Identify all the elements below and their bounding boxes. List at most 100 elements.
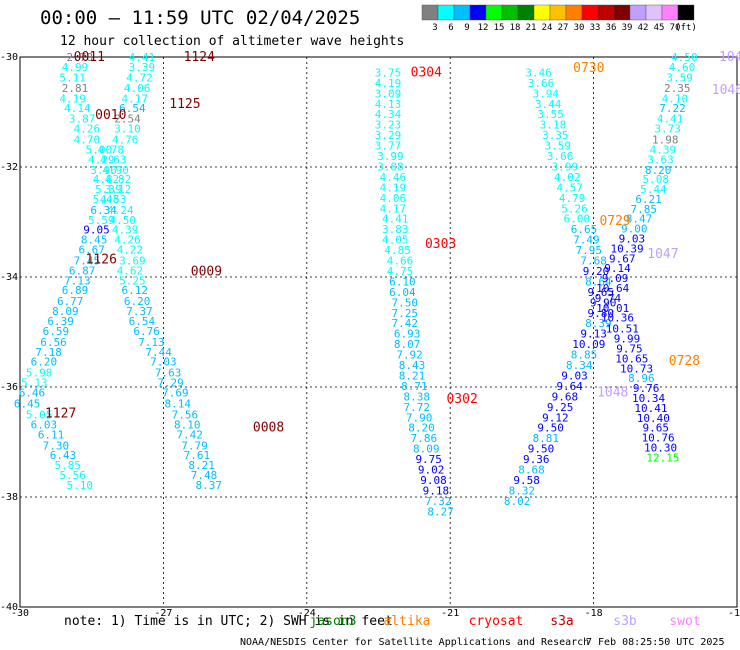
wave-height-value: 5.11 (59, 71, 86, 84)
wave-height-value: 6.65 (571, 223, 598, 236)
wave-height-value: 8.96 (628, 372, 655, 385)
x-tick-label: -27 (154, 608, 172, 619)
wave-height-value: 6.10 (389, 275, 416, 288)
y-tick-label: -38 (0, 492, 18, 503)
wave-height-value: 9.76 (633, 382, 660, 395)
satellite-legend-s3b: s3b (613, 614, 637, 629)
wave-height-value: 7.49 (573, 234, 600, 247)
axis-ticks: -30 -27 -24 -21 -18 -15 -30 -32 -34 -36 -38 -40 (0, 52, 740, 619)
colorbar-tick-label: 24 (542, 23, 553, 33)
colorbar-tick-label: 9 (464, 23, 469, 33)
wave-height-value: 4.29 (88, 153, 115, 166)
wave-height-value: 7.42 (392, 317, 419, 330)
wave-height-value: 6.39 (47, 315, 74, 328)
colorbar-swatch (501, 4, 519, 21)
wave-height-value: 4.60 (669, 61, 696, 74)
wave-height-value: 3.88 (377, 160, 404, 173)
wave-height-value: 8.34 (566, 359, 593, 372)
wave-height-value: 9.05 (83, 224, 110, 237)
wave-height-value: 7.50 (392, 296, 419, 309)
pass-time-label: 0729 (599, 214, 630, 229)
wave-height-value: 8.32 (509, 484, 536, 497)
wave-height-value: 8.21 (188, 459, 215, 472)
colorbar-swatch (453, 4, 471, 21)
wave-height-value: 7.86 (411, 432, 438, 445)
wave-height-value: 6.89 (62, 284, 89, 297)
x-tick-label: -21 (441, 608, 459, 619)
wave-height-value: 5.08 (642, 173, 669, 186)
wave-height-value: 8.14 (164, 398, 191, 411)
wave-height-value: 2.78 (67, 51, 94, 64)
wave-height-value: 9.58 (513, 474, 540, 487)
wave-height-value: 7.29 (157, 377, 184, 390)
wave-height-value: 4.17 (121, 92, 148, 105)
wave-height-value: 3.44 (535, 98, 562, 111)
wave-height-value: 4.66 (387, 255, 414, 268)
wave-height-value: 4.26 (114, 234, 141, 247)
wave-height-value: 8.47 (626, 213, 653, 226)
wave-height-values: 2.784.995.112.814.194.143.874.264.705.00… (14, 51, 698, 518)
x-tick-label: -24 (298, 608, 316, 619)
wave-height-value: 9.02 (418, 464, 445, 477)
wave-height-value: 8.21 (399, 369, 426, 382)
wave-height-value: 9.36 (523, 453, 550, 466)
wave-height-value: 8.20 (645, 164, 672, 177)
colorbar-tick-label: 30 (574, 23, 585, 33)
pass-time-label: 0008 (253, 421, 284, 436)
wave-height-value: 10.30 (644, 442, 677, 455)
colorbar-swatch (613, 4, 631, 21)
pass-time-label: 1047 (647, 247, 678, 262)
wave-height-value: 3.12 (105, 183, 132, 196)
wave-height-value: 7.90 (406, 411, 433, 424)
wave-height-value: 10.65 (615, 352, 648, 365)
wave-height-value: 4.50 (671, 51, 698, 64)
x-tick-label: -18 (585, 608, 603, 619)
wave-height-value: 7.45 (74, 255, 101, 268)
wave-height-value: 4.75 (387, 265, 414, 278)
wave-height-value: 7.69 (162, 387, 189, 400)
wave-height-value: 7.72 (403, 401, 430, 414)
pass-time-label: 1048 (597, 386, 628, 401)
wave-height-value: 4.14 (64, 102, 91, 115)
wave-height-value: 1.98 (652, 134, 679, 147)
wave-height-value: 3.35 (542, 129, 569, 142)
pass-time-label: 0303 (425, 237, 456, 252)
colorbar-swatch (517, 4, 535, 21)
wave-height-value: 5.85 (55, 459, 82, 472)
wave-height-value: 4.78 (98, 143, 125, 156)
satellite-legend-jason3: jason3 (310, 614, 357, 629)
wave-height-value: 3.94 (533, 87, 560, 100)
y-tick-label: -32 (0, 162, 18, 173)
wave-height-value: 10.76 (642, 432, 675, 445)
wave-height-value: 9.03 (561, 369, 588, 382)
wave-height-value: 6.11 (38, 428, 65, 441)
wave-height-value: 5.05 (26, 409, 53, 422)
wave-height-value: 9.99 (614, 333, 641, 346)
wave-height-value: 9.68 (552, 390, 579, 403)
colorbar-tick-label: (ft) (675, 23, 697, 33)
wave-height-value: 3.66 (528, 77, 555, 90)
wave-height-value: 4.19 (380, 181, 407, 194)
x-tick-label: -30 (11, 608, 29, 619)
y-tick-label: -34 (0, 272, 18, 283)
wave-height-value: 7.56 (172, 409, 199, 422)
pass-time-label: 0302 (446, 392, 477, 407)
wave-height-value: 9.50 (537, 422, 564, 435)
wave-height-value: 3.10 (114, 123, 141, 136)
wave-height-value: 8.64 (585, 275, 612, 288)
colorbar-swatch (437, 4, 455, 21)
wave-height-value: 3.66 (547, 150, 574, 163)
wave-height-value: 5.00 (86, 143, 113, 156)
wave-height-value: 8.07 (394, 338, 421, 351)
pass-time-label: 0728 (669, 354, 700, 369)
wave-height-value: 4.46 (380, 171, 407, 184)
wave-height-value: 9.50 (528, 443, 555, 456)
pass-time-label: 0730 (573, 61, 604, 76)
wave-height-value: 3.23 (375, 119, 402, 132)
wave-height-value: 10.34 (632, 392, 665, 405)
wave-height-value: 3.99 (377, 150, 404, 163)
wave-height-value: 5.48 (93, 193, 120, 206)
wave-height-value: 3.59 (545, 140, 572, 153)
grid-lines (20, 57, 737, 607)
wave-height-value: 7.42 (176, 428, 203, 441)
